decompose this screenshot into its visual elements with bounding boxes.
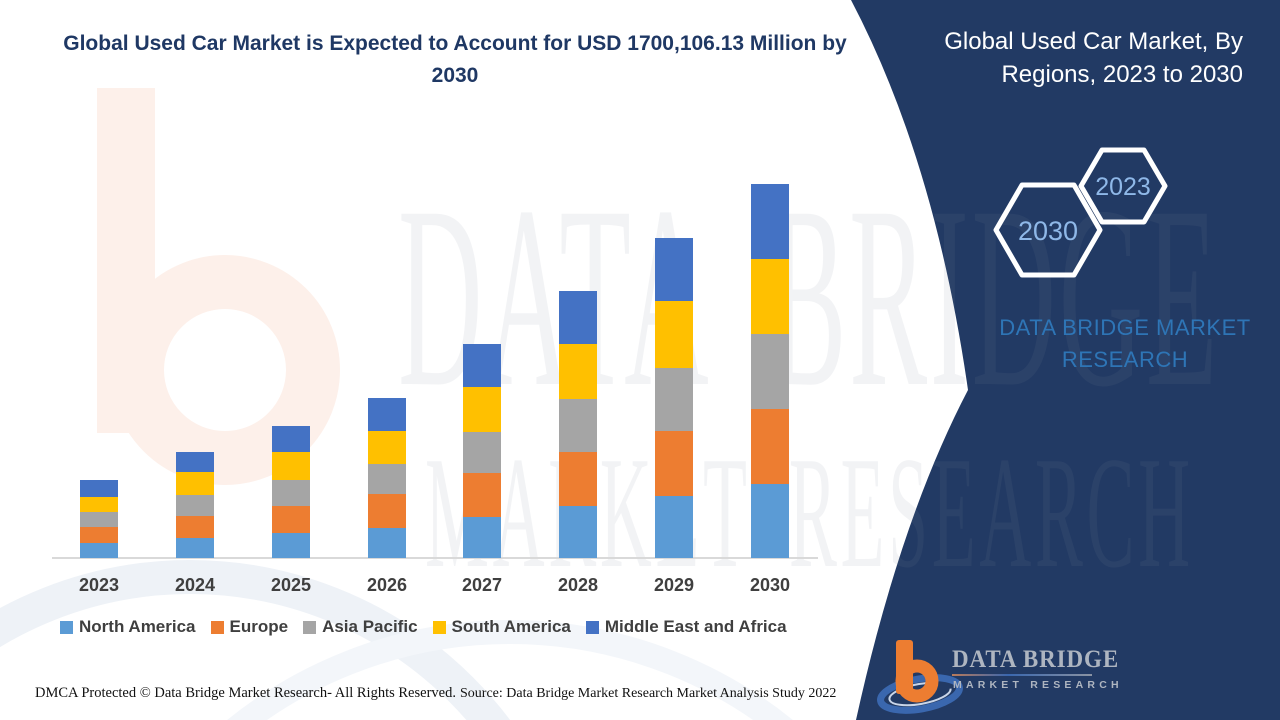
x-axis-line [52,557,818,559]
legend-swatch [60,620,73,634]
bar-segment-europe [176,516,214,538]
bar-segment-asia-pacific [655,368,693,431]
bar-segment-europe [463,473,501,517]
side-panel-title: Global Used Car Market, By Regions, 2023… [944,28,1243,88]
bar-segment-asia-pacific [80,512,118,527]
legend-label: Middle East and Africa [604,617,787,636]
bar-segment-south-america [463,387,501,432]
legend-swatch [432,620,446,634]
logo-underline [952,674,1092,676]
bar-segment-south-america [751,259,789,334]
bar-segment-middle-east-and-africa [368,398,406,431]
x-axis-label: 2027 [461,575,503,595]
stacked-bar-2029 [655,238,693,558]
bar-segment-north-america [272,533,310,558]
bar-segment-south-america [655,301,693,368]
hexagon-2023-label: 2023 [1095,173,1151,201]
x-axis-label: 2026 [366,575,408,595]
legend-swatch [585,620,599,634]
x-axis-label: 2030 [749,575,791,595]
bar-segment-north-america [655,496,693,558]
x-axis-label: 2023 [78,575,120,595]
bar-segment-europe [272,506,310,533]
bar-segment-middle-east-and-africa [559,291,597,344]
legend-item-europe: Europe [210,617,289,637]
bar-segment-middle-east-and-africa [463,344,501,387]
bar-segment-europe [655,431,693,496]
bar-segment-north-america [176,538,214,558]
chart-legend: North America Europe Asia Pacific South Ame… [60,617,850,637]
logo-sub-wordmark: MARKET RESEARCH [953,679,1123,691]
legend-item-asia-pacific: Asia Pacific [303,617,418,637]
bar-segment-europe [559,452,597,506]
hexagon-2023: 2023 [1078,147,1168,225]
x-axis-label: 2029 [653,575,695,595]
stacked-bar-2028 [559,291,597,558]
stacked-bar-2025 [272,426,310,558]
bar-segment-south-america [368,431,406,464]
bar-segment-asia-pacific [272,480,310,506]
bar-segment-asia-pacific [559,399,597,452]
b-logo-icon [877,640,963,714]
bar-segment-north-america [751,484,789,558]
bar-segment-south-america [559,344,597,399]
bar-segment-asia-pacific [368,464,406,494]
bar-segment-middle-east-and-africa [655,238,693,301]
hexagon-2030: 2030 [993,182,1103,278]
logo-wordmark: DATA BRIDGE [952,646,1120,673]
chart-title: Global Used Car Market is Expected to Ac… [63,32,847,87]
bar-segment-south-america [80,497,118,512]
legend-label: South America [451,617,571,636]
bar-segment-middle-east-and-africa [176,452,214,472]
footer-dmca-text: DMCA Protected © Data Bridge Market Rese… [35,685,456,701]
bar-segment-asia-pacific [176,495,214,516]
bar-segment-europe [368,494,406,528]
bar-segment-middle-east-and-africa [751,184,789,259]
footer-source-text: Source: Data Bridge Market Research Mark… [460,686,837,701]
bar-segment-europe [751,409,789,484]
stacked-bar-2026 [368,398,406,558]
bar-segment-north-america [463,517,501,558]
x-axis-label: 2028 [557,575,599,595]
panel-brand-line2: RESEARCH [1061,347,1189,372]
stacked-bar-2023 [80,480,118,558]
x-axis-label: 2024 [174,575,216,595]
bar-segment-asia-pacific [463,432,501,473]
x-axis-label: 2025 [270,575,312,595]
legend-item-south-america: South America [432,617,571,637]
legend-label: Asia Pacific [322,617,418,636]
plot-area: 2023 2024 2025 2026 2027 2028 2029 2030 [52,184,818,595]
bar-segment-north-america [368,528,406,558]
bar-segment-asia-pacific [751,334,789,409]
bar-segment-north-america [80,543,118,558]
panel-brand-text: DATA BRIDGE MARKET RESEARCH [975,312,1275,376]
stacked-bar-2030 [751,184,789,558]
legend-label: North America [79,617,196,636]
bar-segment-south-america [176,472,214,495]
hexagon-2030-label: 2030 [1018,216,1078,246]
legend-item-north-america: North America [60,617,196,637]
legend-swatch [303,620,317,634]
panel-brand-line1: DATA BRIDGE MARKET [999,315,1251,340]
bar-segment-europe [80,527,118,543]
data-bridge-logo-icon [877,640,963,714]
legend-swatch [210,620,224,634]
bar-segment-north-america [559,506,597,558]
stacked-bar-2027 [463,344,501,558]
stacked-bar-2024 [176,452,214,558]
bar-segment-south-america [272,452,310,480]
legend-item-middle-east-and-africa: Middle East and Africa [585,617,787,637]
bar-segment-middle-east-and-africa [80,480,118,497]
bar-segment-middle-east-and-africa [272,426,310,452]
legend-label: Europe [229,617,289,636]
